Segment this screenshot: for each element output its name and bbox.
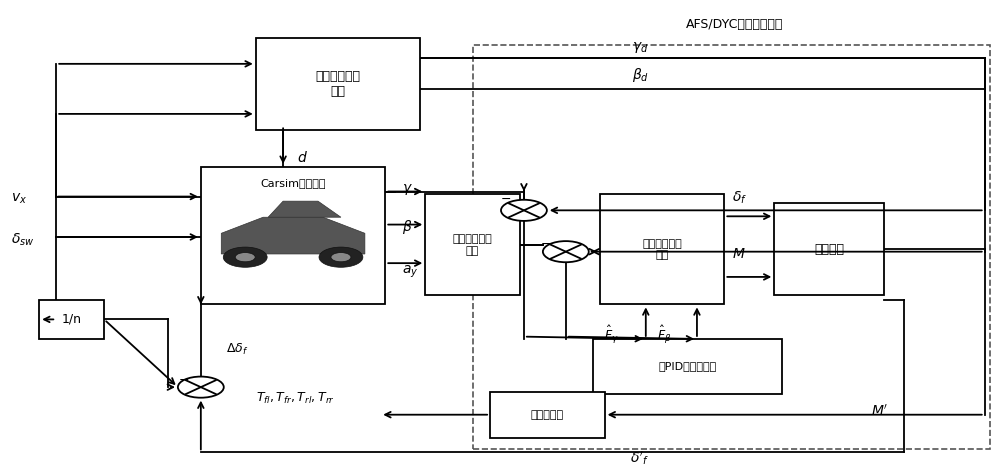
Text: $\gamma_d$: $\gamma_d$ xyxy=(632,40,648,55)
Text: $-$: $-$ xyxy=(540,237,551,250)
Text: 集成控制: 集成控制 xyxy=(814,243,844,256)
Polygon shape xyxy=(268,201,341,217)
Circle shape xyxy=(223,247,267,267)
Text: $\hat{F}_\beta$: $\hat{F}_\beta$ xyxy=(657,324,671,346)
Text: $d$: $d$ xyxy=(297,150,307,165)
Text: 二自由度车辆
模型: 二自由度车辆 模型 xyxy=(315,70,360,98)
Text: 复合超螺旋控
制器: 复合超螺旋控 制器 xyxy=(642,239,682,260)
Circle shape xyxy=(543,241,589,262)
Text: $-$: $-$ xyxy=(178,373,189,386)
Circle shape xyxy=(331,253,351,262)
Circle shape xyxy=(235,253,255,262)
Text: $\beta_d$: $\beta_d$ xyxy=(632,66,649,84)
Bar xyxy=(201,166,385,304)
Bar xyxy=(600,194,724,304)
Text: $\delta_{sw}$: $\delta_{sw}$ xyxy=(11,232,35,249)
Bar xyxy=(425,194,520,295)
Circle shape xyxy=(319,247,363,267)
Bar xyxy=(473,45,990,449)
Bar xyxy=(39,300,104,339)
Text: $v_x$: $v_x$ xyxy=(11,192,27,206)
Text: 力矩分配器: 力矩分配器 xyxy=(531,410,564,420)
Polygon shape xyxy=(221,217,365,254)
Text: $\delta'_f$: $\delta'_f$ xyxy=(630,449,649,467)
Text: $T_{fl},T_{fr},T_{rl},T_{rr}$: $T_{fl},T_{fr},T_{rl},T_{rr}$ xyxy=(256,391,334,406)
Text: $\Delta\delta_f$: $\Delta\delta_f$ xyxy=(226,341,248,356)
Text: 1/n: 1/n xyxy=(62,313,82,326)
Text: AFS/DYC集成控制模块: AFS/DYC集成控制模块 xyxy=(686,18,783,31)
Bar xyxy=(490,392,605,438)
Text: $\delta_f$: $\delta_f$ xyxy=(732,189,747,206)
Bar xyxy=(256,38,420,130)
Circle shape xyxy=(178,377,224,398)
Text: $-$: $-$ xyxy=(500,192,511,205)
Text: $a_y$: $a_y$ xyxy=(402,264,419,280)
Text: $M'$: $M'$ xyxy=(871,403,888,419)
Text: $\gamma$: $\gamma$ xyxy=(402,182,413,197)
Bar xyxy=(593,339,782,394)
Text: 类PID扰动观测器: 类PID扰动观测器 xyxy=(658,362,717,371)
Text: $\hat{F}_\gamma$: $\hat{F}_\gamma$ xyxy=(604,324,619,346)
Text: 质心侧偏角观
测器: 质心侧偏角观 测器 xyxy=(453,234,492,256)
Bar xyxy=(774,204,884,295)
Text: Carsim仿真模型: Carsim仿真模型 xyxy=(260,178,326,188)
Text: $\beta$: $\beta$ xyxy=(402,219,413,236)
Text: $M$: $M$ xyxy=(732,247,746,261)
Circle shape xyxy=(501,200,547,221)
